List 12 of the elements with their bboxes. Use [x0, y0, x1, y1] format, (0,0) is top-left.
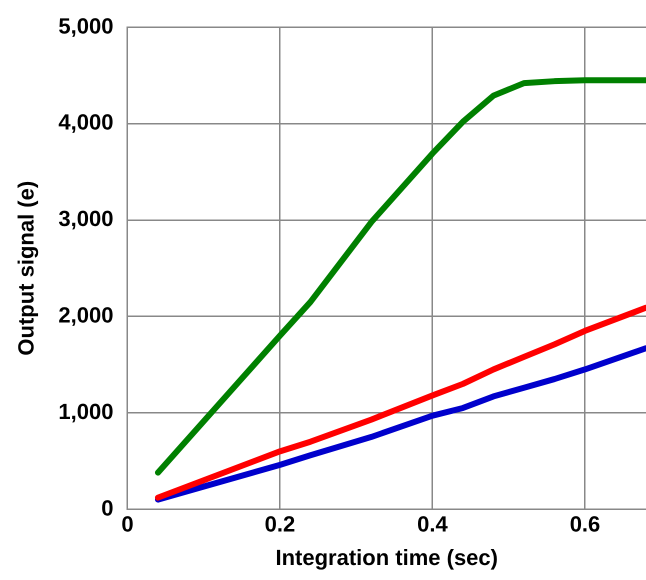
- x-tick-label: 0.6: [570, 511, 600, 536]
- y-tick-label: 5,000: [58, 13, 114, 38]
- y-axis-title: Output signal (e): [13, 180, 38, 356]
- y-tick-label: 1,000: [58, 398, 114, 424]
- y-tick-label: 3,000: [58, 206, 114, 232]
- x-axis-title: Integration time (sec): [275, 544, 498, 570]
- y-tick-label: 0: [101, 495, 114, 520]
- x-tick-label: 0.2: [264, 511, 296, 536]
- x-tick-label: 0: [121, 511, 134, 536]
- y-tick-label: 4,000: [58, 110, 114, 135]
- x-tick-label: 0.4: [417, 511, 449, 536]
- y-tick-label: 2,000: [58, 302, 114, 328]
